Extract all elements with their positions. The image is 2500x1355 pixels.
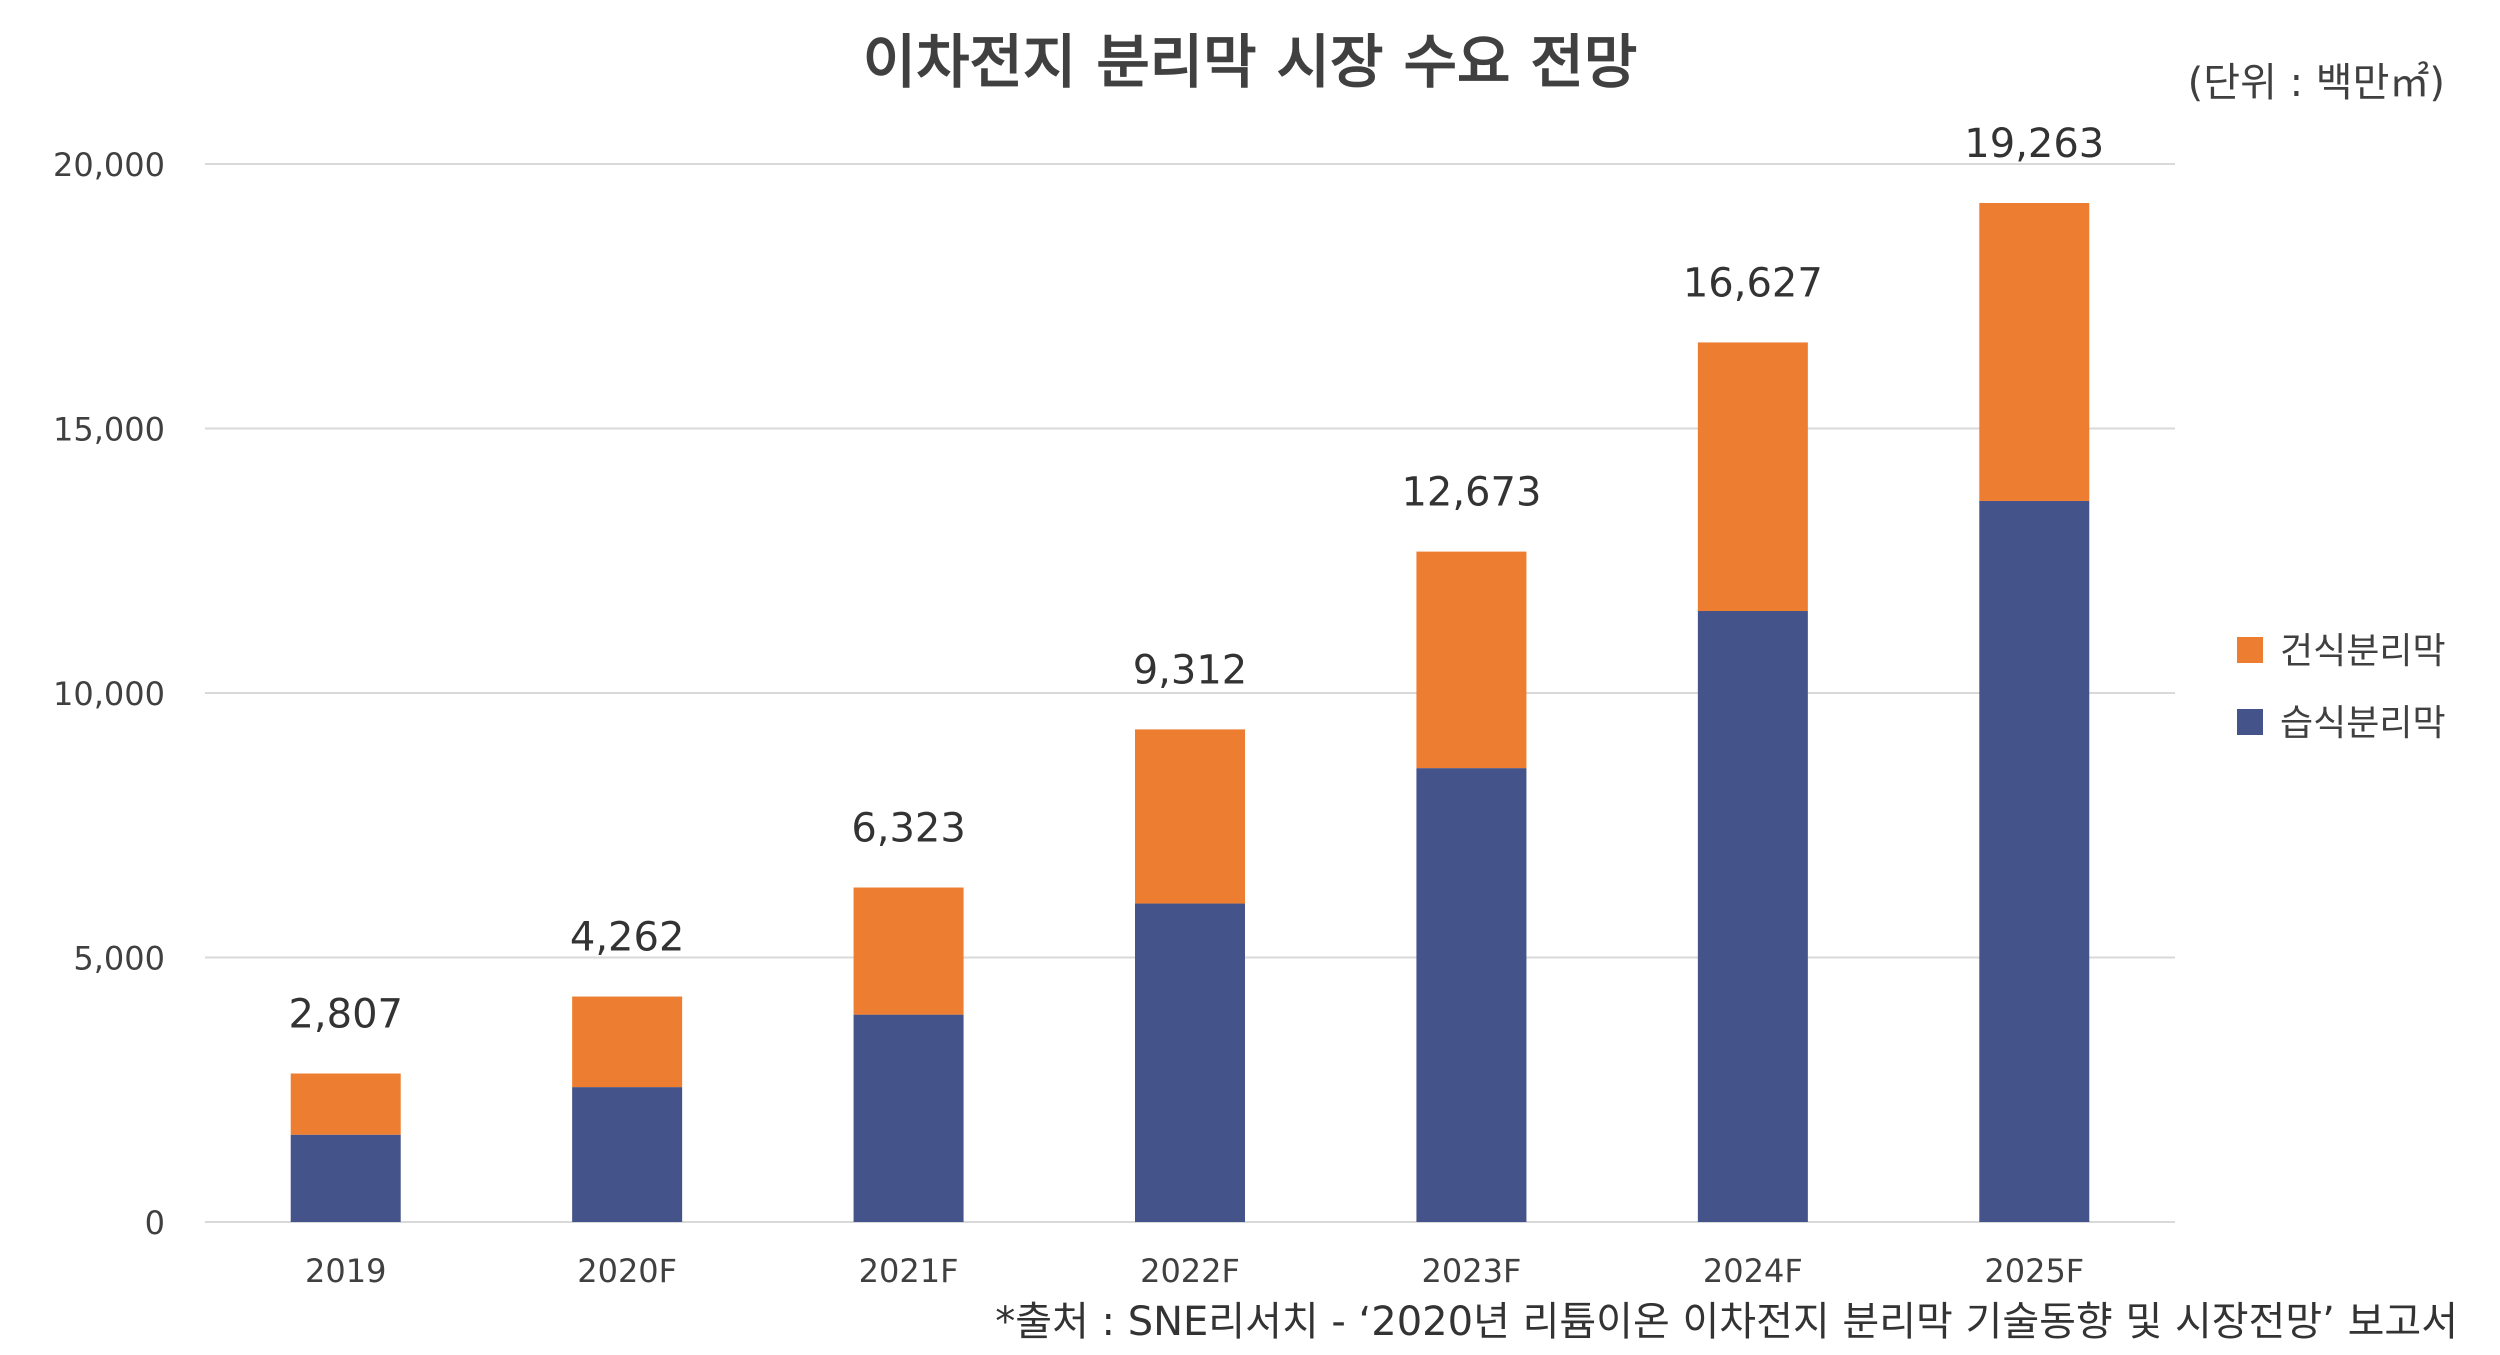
y-tick-label: 20,000 [53, 146, 165, 184]
bar-segment [853, 887, 964, 1015]
bar-segment [1697, 342, 1808, 612]
x-tick-label: 2025F [1984, 1252, 2084, 1290]
gridlines [205, 163, 2175, 1223]
data-label: 4,262 [570, 915, 685, 961]
bar-segment [1135, 903, 1245, 1222]
bar-segment [853, 1014, 964, 1222]
bar-segment [1979, 202, 2090, 501]
x-tick-label: 2022F [1140, 1252, 1240, 1290]
bar-segment [1979, 500, 2090, 1222]
bars [290, 202, 2090, 1222]
x-tick-label: 2024F [1703, 1252, 1803, 1290]
x-axis: 2019 2020F 2021F 2022F 2023F 2024F 2025F [305, 1252, 2084, 1290]
data-label: 19,263 [1964, 121, 2104, 167]
bar-segment [1697, 611, 1808, 1222]
bar-segment [1416, 768, 1527, 1222]
data-label: 6,323 [851, 806, 966, 852]
y-tick-label: 15,000 [53, 411, 165, 449]
y-tick-label: 0 [145, 1204, 165, 1242]
bar-segment [572, 1087, 683, 1222]
bar-segment [1135, 729, 1245, 904]
unit-label: (단위 : 백만㎡) [2188, 60, 2445, 106]
y-tick-label: 5,000 [73, 940, 165, 978]
data-label: 2,807 [288, 992, 403, 1038]
y-axis: 0 5,000 10,000 15,000 20,000 [53, 146, 165, 1242]
x-tick-label: 2021F [859, 1252, 959, 1290]
data-label: 12,673 [1401, 470, 1541, 516]
y-tick-label: 10,000 [53, 675, 165, 713]
total-labels: 2,807 4,262 6,323 9,312 12,673 16,627 19,263 [288, 121, 2104, 1038]
source-note: *출처 : SNE리서치 - ‘2020년 리튬이온 이차전지 분리막 기술동향… [995, 1299, 2458, 1345]
bar-segment [572, 996, 683, 1088]
legend-label: 건식분리막 [2280, 631, 2446, 672]
chart-title: 이차전지 분리막 시장 수요 전망 [863, 28, 1637, 96]
bar-segment [290, 1134, 401, 1222]
legend-swatch [2237, 637, 2263, 663]
data-label: 9,312 [1133, 647, 1248, 693]
x-tick-label: 2019 [305, 1252, 386, 1290]
x-tick-label: 2020F [577, 1252, 677, 1290]
data-label: 16,627 [1683, 260, 1823, 306]
bar-segment [290, 1073, 401, 1135]
x-tick-label: 2023F [1422, 1252, 1522, 1290]
legend-swatch [2237, 709, 2263, 735]
bar-segment [1416, 551, 1527, 769]
legend-label: 습식분리막 [2280, 703, 2446, 744]
